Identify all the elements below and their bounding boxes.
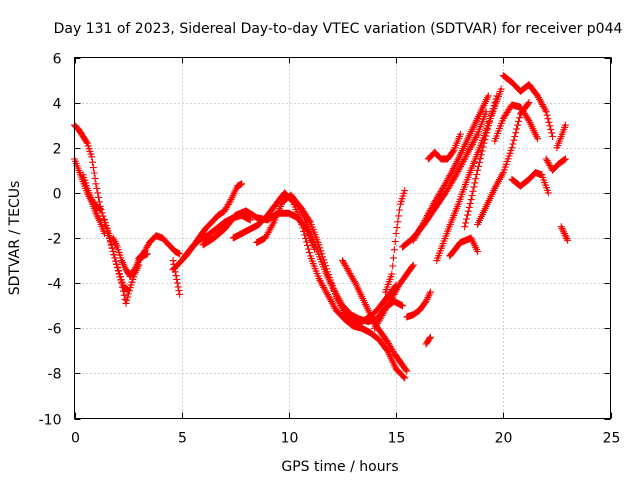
- series-markers: [508, 169, 552, 197]
- x-tick-label: 20: [495, 431, 513, 447]
- series-track-m: [339, 257, 411, 375]
- series-track-p: [403, 288, 434, 321]
- series-track-o: [381, 187, 409, 296]
- axis-ticks: 0 5 10 15 20 25 -10 -8 -6 -4 -2 0 2 4 6: [39, 52, 621, 447]
- y-tick-label: 0: [53, 187, 62, 203]
- series-track-s: [409, 92, 492, 244]
- series-markers: [557, 223, 572, 244]
- y-tick-label: -4: [48, 277, 62, 293]
- series-track-ac: [553, 121, 569, 152]
- series-markers: [381, 187, 409, 296]
- series-markers: [446, 234, 482, 260]
- series-markers: [491, 101, 542, 145]
- x-tick-label: 25: [603, 431, 621, 447]
- series-markers: [371, 261, 417, 332]
- x-tick-label: 0: [71, 431, 80, 447]
- series-markers: [461, 92, 501, 231]
- series-markers: [135, 232, 184, 262]
- series-markers: [409, 92, 492, 244]
- chart-title: Day 131 of 2023, Sidereal Day-to-day VTE…: [54, 21, 623, 37]
- series-track-e: [135, 232, 184, 262]
- series-track-aa: [508, 169, 552, 197]
- series-track-ab: [542, 155, 569, 174]
- series-track-t: [424, 130, 464, 163]
- series-markers: [403, 288, 434, 321]
- series-markers: [424, 130, 464, 163]
- series-markers: [542, 155, 569, 174]
- series-track-q: [422, 333, 434, 348]
- x-tick-label: 15: [388, 431, 406, 447]
- series-track-h: [182, 180, 246, 260]
- x-axis-label: GPS time / hours: [281, 459, 398, 475]
- series-markers: [499, 72, 557, 140]
- y-tick-label: 6: [53, 52, 62, 68]
- series-track-v: [461, 92, 501, 231]
- series-track-ad: [557, 223, 572, 244]
- series-track-ae: [79, 171, 104, 213]
- series-track-z: [491, 101, 542, 145]
- plot-frame: [74, 57, 611, 419]
- data-markers: [71, 72, 572, 382]
- y-tick-label: -8: [48, 367, 62, 383]
- x-tick-label: 5: [178, 431, 187, 447]
- series-track-y: [499, 72, 557, 140]
- grid-lines: [74, 57, 611, 419]
- series-track-w: [446, 234, 482, 260]
- y-tick-label: -6: [48, 322, 62, 338]
- y-tick-label: -2: [48, 232, 62, 248]
- y-tick-label: 2: [53, 142, 62, 158]
- x-tick-label: 10: [281, 431, 299, 447]
- series-markers: [553, 121, 569, 152]
- series-markers: [79, 171, 104, 213]
- series-markers: [339, 257, 411, 375]
- series-markers: [422, 333, 434, 348]
- y-tick-label: -10: [39, 413, 62, 429]
- series-track-n: [371, 261, 417, 332]
- y-axis-label: SDTVAR / TECUs: [7, 181, 23, 296]
- series-markers: [182, 180, 246, 260]
- y-tick-label: 4: [53, 97, 62, 113]
